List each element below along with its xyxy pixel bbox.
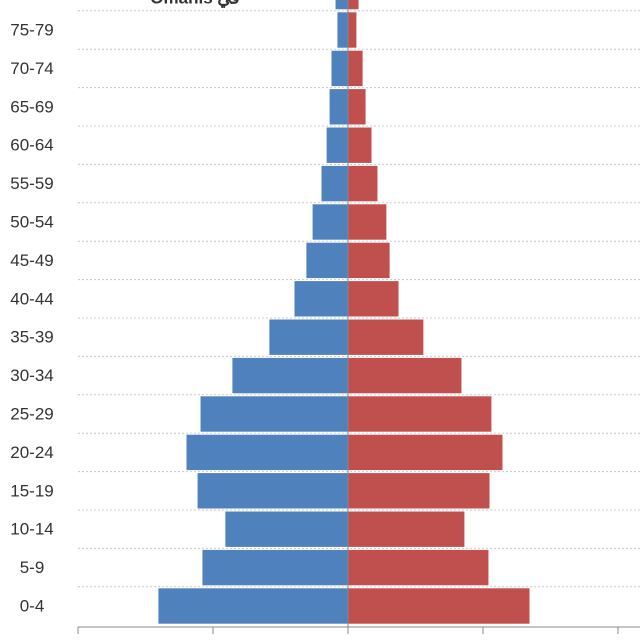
bar bbox=[311, 203, 349, 241]
y-tick-label: 75-79 bbox=[10, 20, 53, 39]
bar bbox=[347, 280, 400, 318]
bar bbox=[347, 126, 373, 164]
y-tick-label: 10-14 bbox=[10, 520, 53, 539]
bar bbox=[201, 548, 349, 587]
bar bbox=[347, 49, 364, 88]
y-tick-label: 40-44 bbox=[10, 289, 53, 308]
bar bbox=[347, 241, 391, 280]
bar bbox=[347, 433, 504, 472]
bar bbox=[293, 280, 349, 318]
bar bbox=[347, 356, 463, 395]
bar bbox=[185, 433, 349, 472]
bar bbox=[199, 395, 349, 433]
y-tick-label: 45-49 bbox=[10, 251, 53, 270]
bar bbox=[196, 472, 349, 510]
bar bbox=[347, 318, 425, 356]
y-tick-label: 70-74 bbox=[10, 59, 53, 78]
bar bbox=[320, 164, 349, 203]
y-tick-label: 55-59 bbox=[10, 174, 53, 193]
bar bbox=[325, 126, 349, 164]
bar bbox=[328, 88, 349, 126]
bar bbox=[336, 11, 349, 49]
y-tick-label: 35-39 bbox=[10, 328, 53, 347]
bar bbox=[347, 88, 367, 126]
bar bbox=[347, 0, 360, 11]
y-tick-label: 15-19 bbox=[10, 481, 53, 500]
bar bbox=[347, 11, 358, 49]
y-tick-label: 5-9 bbox=[20, 558, 45, 577]
y-tick-label: 30-34 bbox=[10, 366, 53, 385]
bar bbox=[224, 510, 349, 548]
bar bbox=[334, 0, 349, 11]
y-tick-label: 25-29 bbox=[10, 404, 53, 423]
y-tick-label: 50-54 bbox=[10, 212, 53, 231]
bar bbox=[231, 356, 349, 395]
bar bbox=[157, 587, 349, 625]
bar bbox=[268, 318, 349, 356]
bar bbox=[330, 49, 349, 88]
chart-title: Omanis في bbox=[150, 0, 239, 8]
bar bbox=[347, 164, 379, 203]
y-tick-label: 65-69 bbox=[10, 97, 53, 116]
bar bbox=[347, 203, 388, 241]
bar bbox=[347, 472, 491, 510]
y-tick-label: 20-24 bbox=[10, 443, 53, 462]
bar bbox=[347, 548, 490, 587]
y-tick-label: 60-64 bbox=[10, 136, 53, 155]
bar bbox=[305, 241, 349, 280]
bar bbox=[347, 510, 466, 548]
bar bbox=[347, 395, 493, 433]
y-tick-label: 0-4 bbox=[20, 596, 45, 615]
bar bbox=[347, 587, 531, 625]
